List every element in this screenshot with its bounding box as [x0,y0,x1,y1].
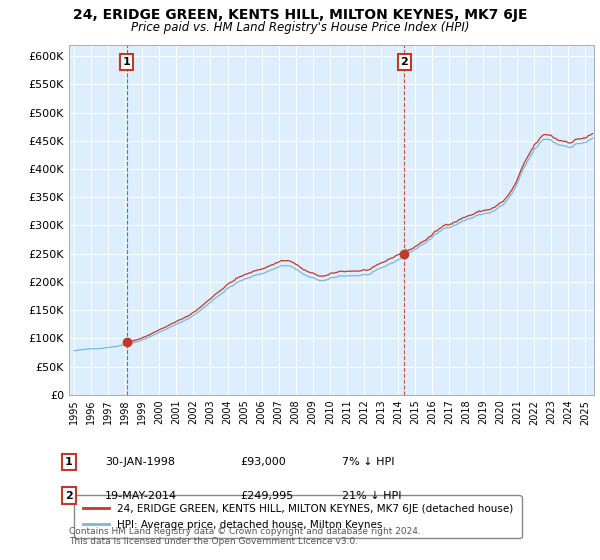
Text: 2: 2 [401,57,409,67]
Text: 24, ERIDGE GREEN, KENTS HILL, MILTON KEYNES, MK7 6JE: 24, ERIDGE GREEN, KENTS HILL, MILTON KEY… [73,8,527,22]
Text: £93,000: £93,000 [240,457,286,467]
Text: Contains HM Land Registry data © Crown copyright and database right 2024.
This d: Contains HM Land Registry data © Crown c… [69,526,421,546]
Text: 7% ↓ HPI: 7% ↓ HPI [342,457,395,467]
Text: Price paid vs. HM Land Registry's House Price Index (HPI): Price paid vs. HM Land Registry's House … [131,21,469,34]
Text: 2: 2 [65,491,73,501]
Text: 21% ↓ HPI: 21% ↓ HPI [342,491,401,501]
Text: 1: 1 [123,57,130,67]
Text: 1: 1 [65,457,73,467]
Legend: 24, ERIDGE GREEN, KENTS HILL, MILTON KEYNES, MK7 6JE (detached house), HPI: Aver: 24, ERIDGE GREEN, KENTS HILL, MILTON KEY… [74,496,521,538]
Text: 19-MAY-2014: 19-MAY-2014 [105,491,177,501]
Text: £249,995: £249,995 [240,491,293,501]
Text: 30-JAN-1998: 30-JAN-1998 [105,457,175,467]
